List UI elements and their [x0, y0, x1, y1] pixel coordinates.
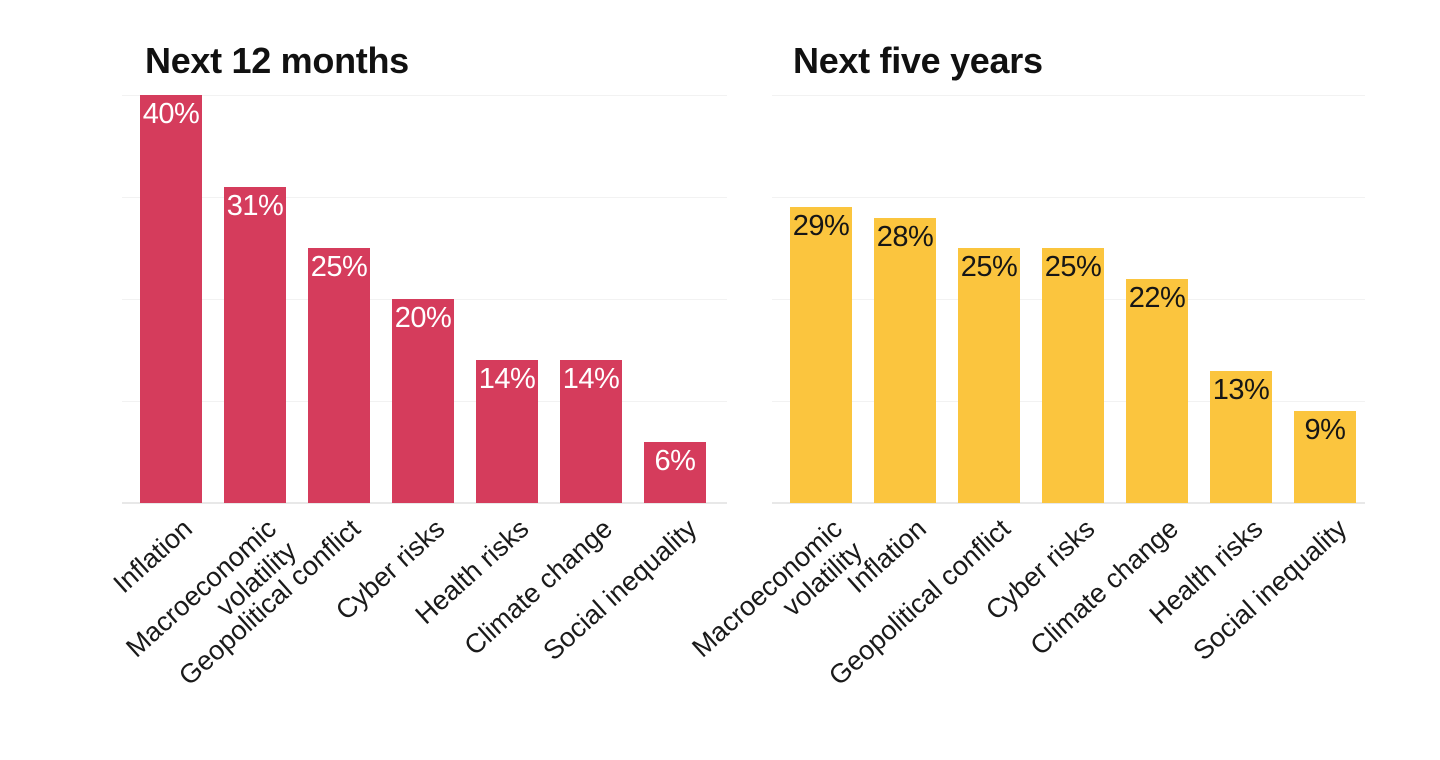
bar-cyber-risks: 20% — [392, 299, 454, 503]
bar-value-label: 40% — [142, 98, 200, 130]
bar-value-label: 6% — [654, 445, 696, 477]
gridline-30-percent — [122, 197, 727, 198]
x-axis-label-social-inequality: Social inequality — [537, 513, 703, 667]
gridline-30-percent — [772, 197, 1365, 198]
bar-inflation: 40% — [140, 95, 202, 503]
bar-geopolitical-conflict: 25% — [308, 248, 370, 503]
bar-cyber-risks: 25% — [1042, 248, 1104, 503]
bar-value-label: 14% — [478, 363, 536, 395]
bar-value-label: 25% — [1044, 251, 1102, 283]
bar-geopolitical-conflict: 25% — [958, 248, 1020, 503]
bar-value-label: 31% — [226, 190, 284, 222]
bar-value-label: 20% — [394, 302, 452, 334]
bar-value-label: 13% — [1212, 374, 1270, 406]
bar-health-risks: 13% — [1210, 371, 1272, 503]
gridline-40-percent — [772, 95, 1365, 96]
bar-value-label: 28% — [876, 221, 934, 253]
bar-value-label: 22% — [1128, 282, 1186, 314]
bar-value-label: 25% — [310, 251, 368, 283]
bar-social-inequality: 9% — [1294, 411, 1356, 503]
bar-health-risks: 14% — [476, 360, 538, 503]
bar-value-label: 9% — [1304, 414, 1346, 446]
bar-macroeconomic-volatility: 29% — [790, 207, 852, 503]
x-axis-label-social-inequality: Social inequality — [1187, 513, 1353, 667]
bar-value-label: 14% — [562, 363, 620, 395]
gridline-40-percent — [122, 95, 727, 96]
x-axis-baseline — [122, 502, 727, 504]
bar-climate-change: 22% — [1126, 279, 1188, 503]
bar-value-label: 25% — [960, 251, 1018, 283]
x-axis-label-climate-change: Climate change — [1024, 513, 1185, 662]
chart-title: Next five years — [793, 40, 1043, 81]
bar-social-inequality: 6% — [644, 442, 706, 503]
x-axis-baseline — [772, 502, 1365, 504]
x-axis-label-climate-change: Climate change — [458, 513, 619, 662]
bar-inflation: 28% — [874, 218, 936, 503]
chart-title: Next 12 months — [145, 40, 409, 81]
bar-value-label: 29% — [792, 210, 850, 242]
bar-climate-change: 14% — [560, 360, 622, 503]
bar-macroeconomic-volatility: 31% — [224, 187, 286, 503]
